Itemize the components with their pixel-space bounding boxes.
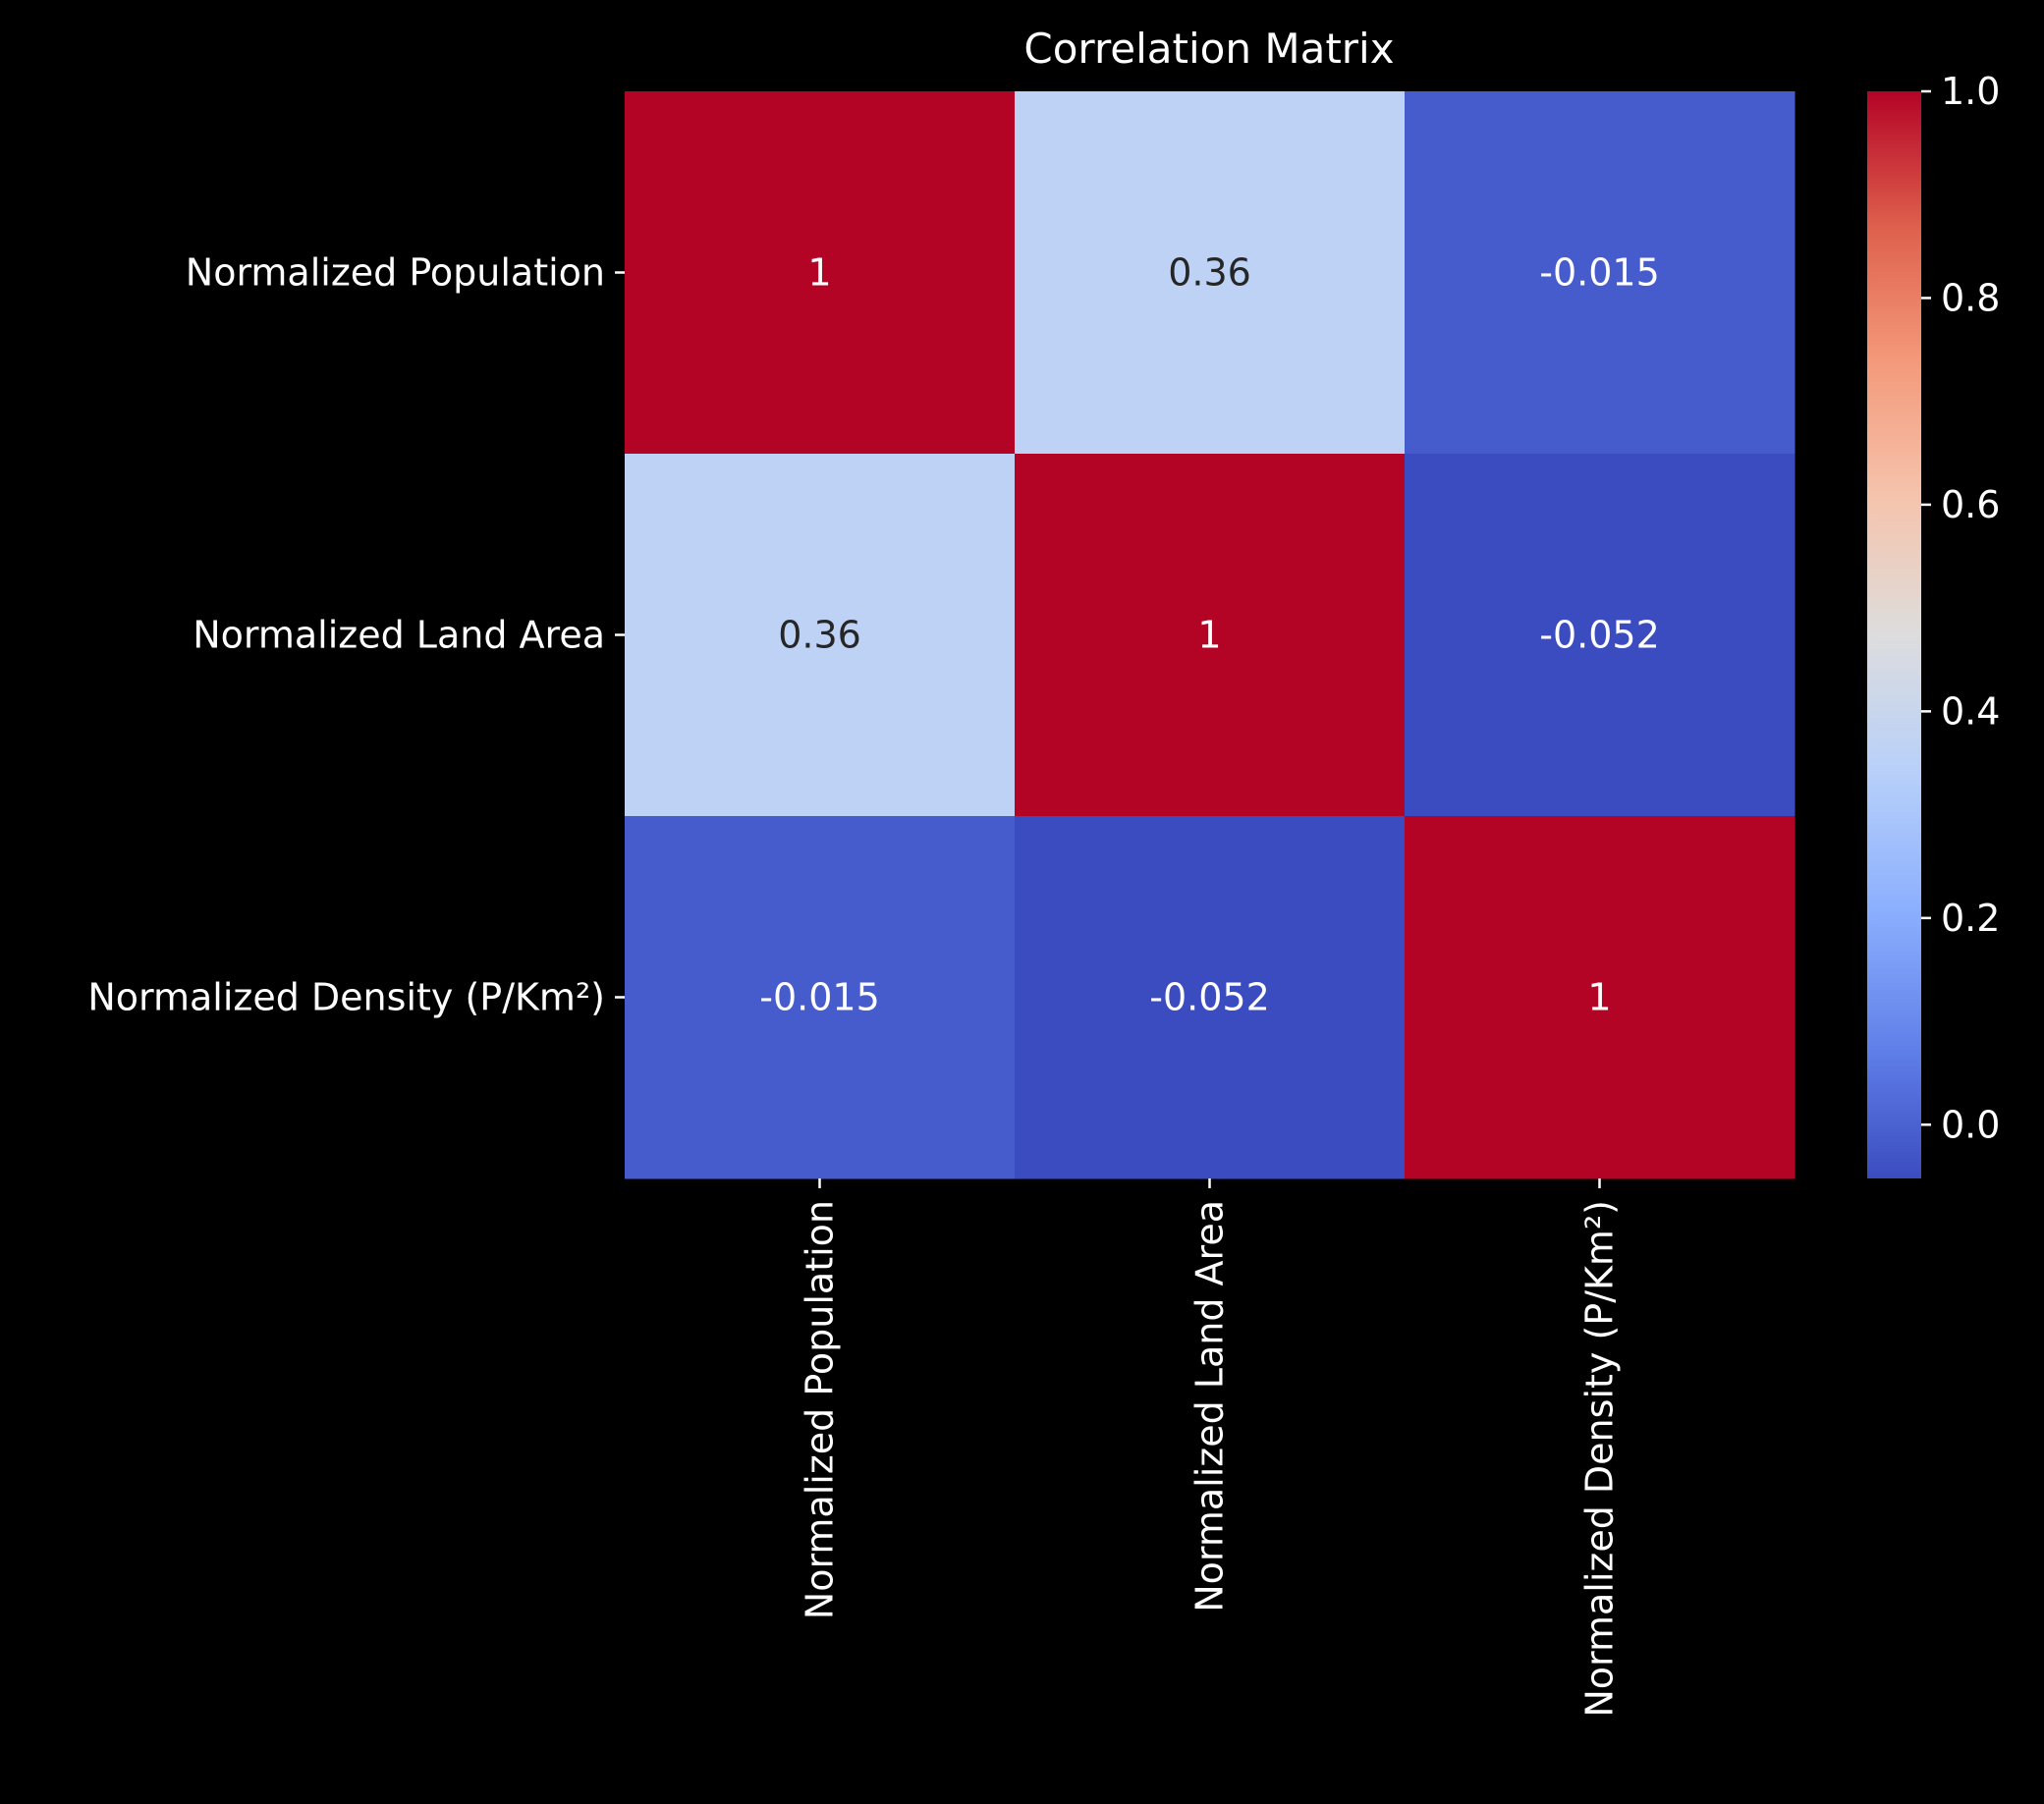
y-tick-label: Normalized Population	[186, 251, 605, 295]
cell-annotation: 0.36	[1168, 251, 1251, 295]
y-axis: Normalized Population Normalized Land Are…	[87, 251, 625, 1019]
heatmap-cell	[1015, 816, 1406, 1179]
cell-annotation: 0.36	[778, 614, 861, 657]
colorbar-tick-label: 0.6	[1941, 483, 2000, 526]
cell-annotation: -0.052	[1539, 614, 1660, 657]
colorbar-tick-label: 0.8	[1941, 276, 2000, 319]
heatmap-cell	[1405, 816, 1795, 1179]
colorbar-tick-label: 0.0	[1941, 1103, 2000, 1146]
heatmap-cell	[625, 454, 1016, 817]
heatmap-cell	[625, 816, 1016, 1179]
colorbar-tick-label: 0.2	[1941, 897, 2000, 940]
y-tick-label: Normalized Density (P/Km²)	[87, 976, 605, 1019]
cell-annotation: -0.052	[1149, 976, 1270, 1019]
colorbar-tick-label: 1.0	[1941, 70, 2000, 113]
cell-annotation: -0.015	[759, 976, 880, 1019]
cell-annotation: -0.015	[1539, 251, 1660, 295]
cell-annotation: 1	[807, 251, 831, 295]
colorbar-tick-label: 0.4	[1941, 689, 2000, 733]
heatmap-cells	[625, 91, 1795, 1179]
heatmap-cell	[1015, 454, 1406, 817]
heatmap-cell	[1405, 91, 1795, 455]
colorbar: 0.0 0.2 0.4 0.6 0.8 1.0	[1867, 70, 2000, 1178]
x-tick-label: Normalized Density (P/Km²)	[1578, 1200, 1622, 1718]
cell-annotation: 1	[1587, 976, 1611, 1019]
colorbar-gradient	[1867, 91, 1921, 1178]
heatmap-cell	[625, 91, 1016, 455]
heatmap-cell	[1405, 454, 1795, 817]
heatmap-annotations: 1 0.36 -0.015 0.36 1 -0.052 -0.015 -0.052 1	[759, 251, 1660, 1019]
chart-title: Correlation Matrix	[1023, 25, 1394, 73]
heatmap-cell	[1015, 91, 1406, 455]
x-axis: Normalized Population Normalized Land Are…	[799, 1178, 1622, 1718]
x-tick-label: Normalized Population	[799, 1200, 842, 1619]
cell-annotation: 1	[1197, 614, 1221, 657]
y-tick-label: Normalized Land Area	[193, 614, 605, 657]
x-tick-label: Normalized Land Area	[1188, 1200, 1232, 1613]
